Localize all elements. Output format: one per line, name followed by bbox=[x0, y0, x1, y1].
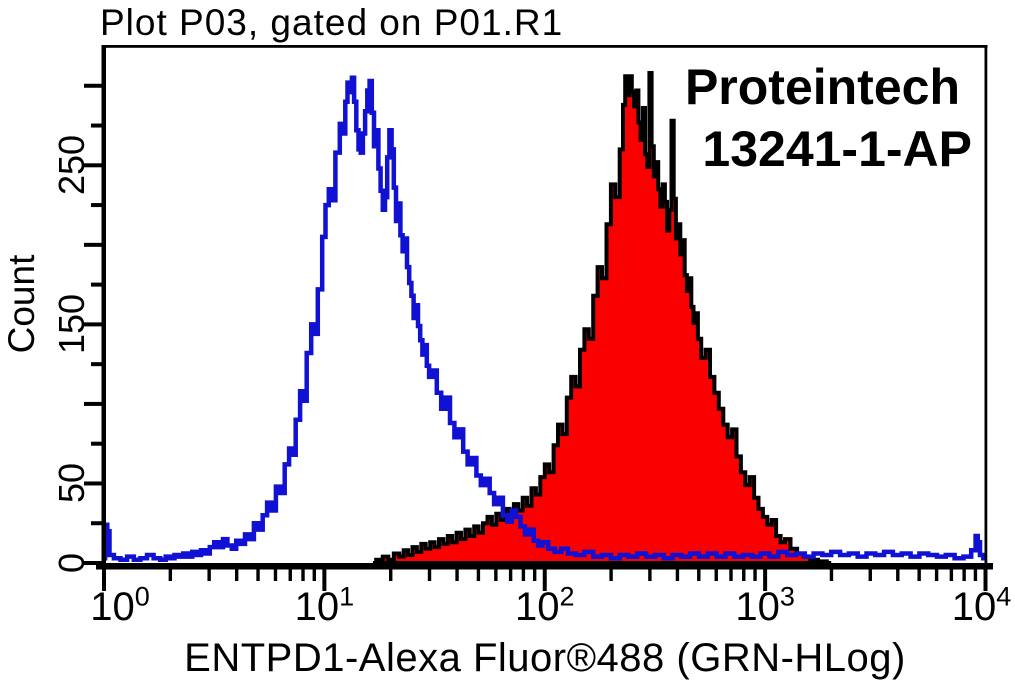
control-histogram-blue bbox=[102, 75, 986, 563]
x-tick-label: 104 bbox=[951, 581, 1012, 629]
x-tick-label: 101 bbox=[294, 581, 355, 629]
x-tick-label: 100 bbox=[90, 581, 150, 629]
axes-frame bbox=[84, 45, 993, 591]
x-tick-label: 103 bbox=[735, 581, 795, 629]
y-tick-label: 0 bbox=[51, 552, 92, 574]
annotation-vendor: Proteintech bbox=[684, 59, 960, 115]
y-tick-label: 250 bbox=[51, 135, 92, 196]
x-tick-label: 102 bbox=[514, 581, 575, 629]
y-tick-label: 50 bbox=[51, 463, 92, 504]
annotation-catalog: 13241-1-AP bbox=[702, 121, 972, 177]
x-axis-label: ENTPD1-Alexa Fluor®488 (GRN-HLog) bbox=[184, 636, 906, 680]
sample-histogram-red bbox=[372, 71, 832, 565]
y-tick-label: 150 bbox=[51, 294, 92, 355]
plot-title: Plot P03, gated on P01.R1 bbox=[100, 2, 564, 43]
